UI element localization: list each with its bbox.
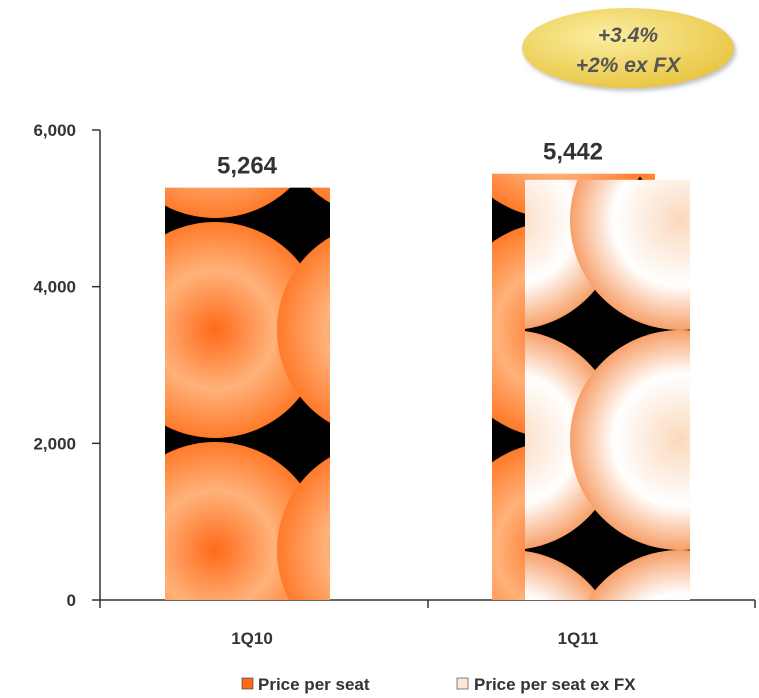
data-label-1q10: 5,264 [217, 153, 278, 180]
bars: 5,264 5,442 [165, 139, 690, 601]
badge-line-2: +2% ex FX [576, 54, 682, 77]
legend-label-price-per-seat-ex-fx: Price per seat ex FX [474, 675, 636, 694]
legend-label-price-per-seat: Price per seat [258, 675, 370, 694]
bar-1q11-price-per-seat-ex-fx [525, 179, 690, 600]
y-tick-label: 4,000 [33, 278, 76, 297]
y-axis-ticks: 0 2,000 4,000 6,000 [33, 121, 100, 610]
y-tick-label: 0 [67, 591, 76, 610]
legend: Price per seat Price per seat ex FX [241, 675, 636, 694]
data-label-1q11: 5,442 [543, 139, 603, 166]
growth-badge [522, 8, 734, 88]
x-axis-ticks: 1Q10 1Q11 [99, 600, 756, 648]
legend-swatch-price-per-seat-ex-fx [456, 677, 469, 690]
x-tick-label: 1Q11 [558, 629, 599, 648]
y-tick-label: 2,000 [33, 434, 76, 453]
badge-line-1: +3.4% [598, 24, 658, 47]
y-tick-label: 6,000 [33, 121, 76, 140]
x-tick-label: 1Q10 [231, 629, 273, 648]
legend-swatch-price-per-seat [241, 677, 254, 690]
bar-1q10-price-per-seat [165, 187, 330, 601]
